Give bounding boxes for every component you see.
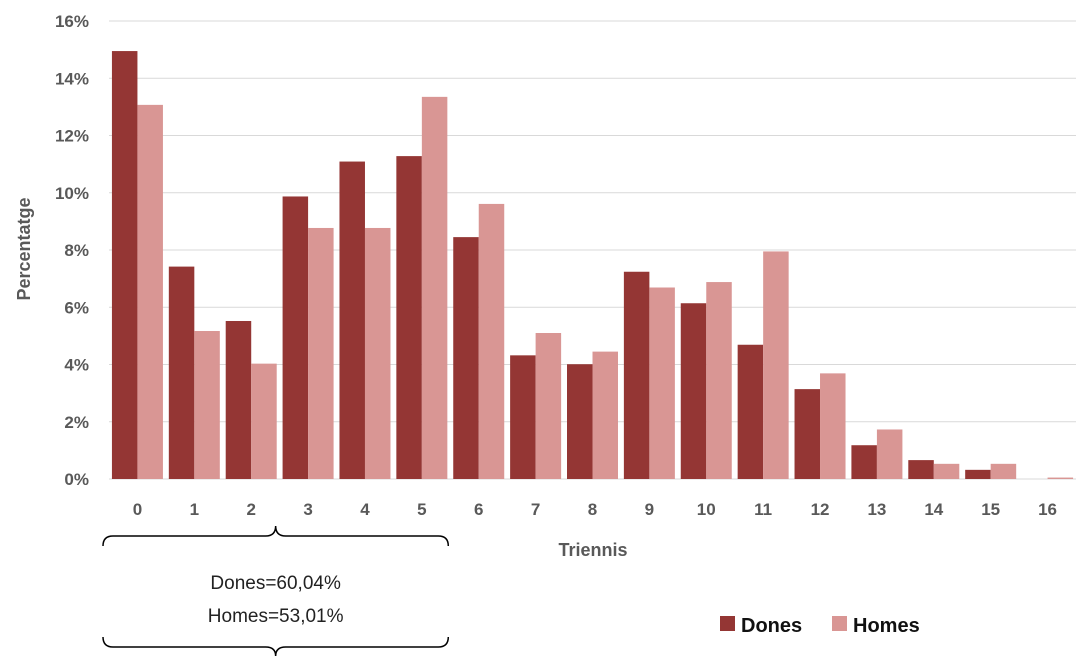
x-tick-label: 3 [303, 500, 312, 519]
bar-dones-13 [851, 445, 877, 479]
y-axis-title: Percentatge [14, 197, 34, 300]
bar-dones-10 [680, 303, 707, 479]
x-tick-label: 2 [246, 500, 255, 519]
annotation-dones-total: Dones=60,04% [210, 573, 341, 594]
bar-dones-7 [510, 355, 536, 479]
x-tick-label: 16 [1038, 500, 1057, 519]
bar-dones-6 [453, 237, 479, 479]
bar-dones-0 [111, 51, 138, 480]
x-tick-label: 11 [754, 500, 772, 519]
bar-homes-11 [763, 251, 789, 479]
bar-dones-15 [965, 469, 991, 479]
bar-dones-8 [567, 364, 593, 479]
bar-homes-7 [535, 333, 562, 479]
y-tick-label: 10% [55, 184, 89, 203]
y-axis-ticks: 0% 2% 4% 6% 8% 10% 12% 14% 16% [55, 12, 89, 489]
y-tick-label: 2% [64, 413, 89, 432]
bar-homes-12 [820, 373, 846, 479]
x-tick-label: 12 [811, 500, 830, 519]
bar-dones-12 [794, 389, 821, 479]
bar-homes-10 [706, 282, 732, 479]
bar-dones-9 [623, 271, 650, 479]
annotation-brace-bottom [102, 636, 450, 657]
x-tick-label: 4 [360, 500, 370, 519]
bar-homes-16 [1047, 477, 1074, 479]
x-tick-label: 0 [133, 500, 142, 519]
bar-homes-6 [478, 203, 505, 479]
x-axis-title: Triennis [558, 540, 627, 560]
bar-dones-3 [282, 196, 309, 479]
y-tick-label: 12% [55, 127, 89, 146]
y-tick-label: 8% [64, 241, 89, 260]
x-tick-label: 5 [417, 500, 426, 519]
x-tick-label: 1 [190, 500, 199, 519]
legend: Dones Homes [720, 615, 920, 637]
x-tick-label: 14 [924, 500, 943, 519]
bar-homes-8 [592, 351, 618, 479]
y-tick-label: 4% [64, 356, 89, 375]
x-tick-label: 8 [588, 500, 597, 519]
x-tick-label: 9 [645, 500, 654, 519]
bar-homes-0 [137, 104, 163, 480]
x-tick-label: 7 [531, 500, 540, 519]
annotation-brace-top [102, 525, 450, 547]
y-tick-label: 14% [55, 69, 89, 88]
bar-homes-14 [933, 463, 960, 479]
bar-dones-5 [396, 156, 422, 480]
bar-dones-11 [737, 344, 764, 479]
y-tick-label: 0% [64, 470, 89, 489]
x-tick-label: 13 [867, 500, 886, 519]
bar-homes-15 [990, 463, 1017, 479]
legend-swatch-dones [720, 616, 735, 631]
bar-homes-5 [421, 96, 448, 480]
bar-homes-1 [194, 331, 220, 479]
bar-homes-13 [876, 429, 903, 479]
bar-homes-2 [251, 363, 277, 479]
bar-homes-3 [308, 227, 334, 479]
x-axis-ticks: 0 1 2 3 4 5 6 7 8 9 10 11 12 13 14 15 16 [133, 500, 1057, 519]
annotation-homes-total: Homes=53,01% [208, 606, 344, 627]
legend-label-homes: Homes [853, 615, 920, 637]
legend-label-dones: Dones [741, 615, 802, 637]
x-tick-label: 10 [697, 500, 716, 519]
y-tick-label: 6% [64, 298, 89, 317]
annotation: Dones=60,04% Homes=53,01% [102, 525, 450, 657]
bar-homes-4 [364, 227, 391, 479]
x-tick-label: 6 [474, 500, 483, 519]
bar-dones-1 [168, 266, 195, 479]
bar-dones-2 [225, 320, 252, 479]
x-tick-label: 15 [981, 500, 1000, 519]
bar-dones-4 [339, 161, 365, 480]
bar-homes-9 [649, 287, 675, 479]
bar-dones-14 [908, 460, 934, 479]
bars [111, 51, 1074, 480]
y-tick-label: 16% [55, 12, 89, 31]
legend-swatch-homes [832, 616, 847, 631]
